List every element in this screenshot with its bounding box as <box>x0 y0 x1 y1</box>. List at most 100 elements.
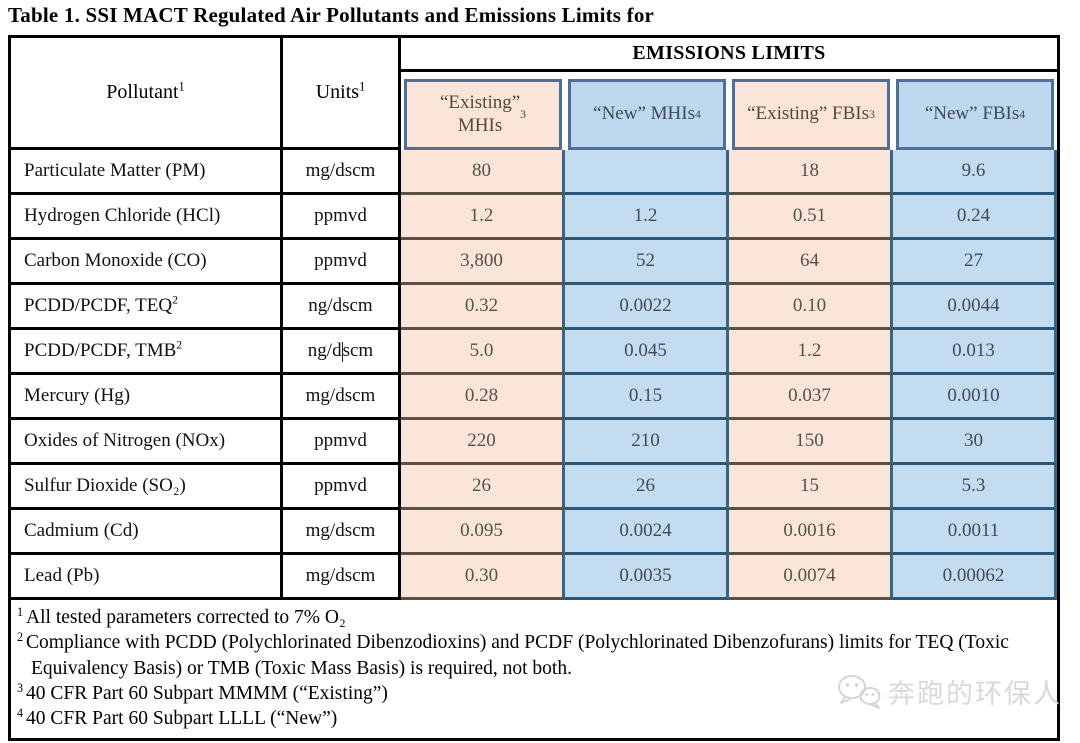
table-row: Oxides of Nitrogen (NOx) ppmvd 220 210 150 30 <box>11 420 1058 465</box>
subheader-box-new: “New” MHIs 4 <box>568 79 726 150</box>
pollutant-name: Hydrogen Chloride (HCl) <box>24 205 221 226</box>
value-cell: 9.6 <box>893 150 1058 195</box>
value-cell: 0.045 <box>565 330 729 375</box>
value-cell: 0.10 <box>729 285 893 330</box>
units-header-sup: 1 <box>359 79 366 94</box>
value-cell: 0.0022 <box>565 285 729 330</box>
pollutant-cell: Sulfur Dioxide (SO₂) <box>11 465 283 510</box>
units-cell: mg/dscm <box>283 510 401 555</box>
value-cell: 0.0074 <box>729 555 893 600</box>
pollutant-name: Cadmium (Cd) <box>24 520 139 541</box>
value-cell: 0.013 <box>893 330 1058 375</box>
subheader-cell-0: “Existing” MHIs 3 <box>401 72 565 150</box>
pollutant-name: Mercury (Hg) <box>24 385 131 406</box>
value-cell: 18 <box>729 150 893 195</box>
table-row: Particulate Matter (PM) mg/dscm 80 18 9.6 <box>11 150 1058 195</box>
value-cell: 0.0044 <box>893 285 1058 330</box>
footnote-1-text: All tested parameters corrected to 7% O₂ <box>26 607 346 628</box>
value-cell: 0.0016 <box>729 510 893 555</box>
value-cell: 220 <box>401 420 565 465</box>
pollutant-sup: 2 <box>176 338 183 352</box>
value-cell: 26 <box>565 465 729 510</box>
pollutant-cell: Mercury (Hg) <box>11 375 283 420</box>
pollutant-name: Sulfur Dioxide (SO₂) <box>24 475 186 496</box>
subheader-label: “Existing” FBIs <box>747 103 870 125</box>
text-cursor <box>341 341 343 362</box>
pollutant-cell: Oxides of Nitrogen (NOx) <box>11 420 283 465</box>
units-cell: ng/dscm <box>283 330 401 375</box>
footnote-1: 1 All tested parameters corrected to 7% O… <box>17 605 1047 630</box>
footnote-2-text: Compliance with PCDD (Polychlorinated Di… <box>26 632 1009 679</box>
table-row: Mercury (Hg) mg/dscm 0.28 0.15 0.037 0.0010 <box>11 375 1058 420</box>
table-row: Sulfur Dioxide (SO₂) ppmvd 26 26 15 5.3 <box>11 465 1058 510</box>
units-column-header: Units1 <box>283 38 401 150</box>
value-cell: 0.28 <box>401 375 565 420</box>
pollutant-name: Particulate Matter (PM) <box>24 160 206 181</box>
emissions-table: Pollutant1 Units1 EMISSIONS LIMITS “Exis… <box>8 35 1061 741</box>
value-cell: 3,800 <box>401 240 565 285</box>
value-cell: 5.3 <box>893 465 1058 510</box>
value-cell: 0.30 <box>401 555 565 600</box>
pollutant-name: PCDD/PCDF, TMB <box>24 340 177 361</box>
footnote-3-text: 40 CFR Part 60 Subpart MMMM (“Existing”) <box>26 683 388 705</box>
value-cell: 52 <box>565 240 729 285</box>
footnote-2-marker: 2 <box>17 629 24 644</box>
units-cell: ppmvd <box>283 240 401 285</box>
units-cell: ppmvd <box>283 195 401 240</box>
pollutant-column-header: Pollutant1 <box>11 38 283 150</box>
units-header-label: Units <box>315 81 360 103</box>
subheader-cell-3: “New” FBIs 4 <box>893 72 1058 150</box>
table-row: Hydrogen Chloride (HCl) ppmvd 1.2 1.2 0.51 0.… <box>11 195 1058 240</box>
pollutant-name: Lead (Pb) <box>24 565 100 586</box>
value-cell: 30 <box>893 420 1058 465</box>
footnote-3: 3 40 CFR Part 60 Subpart MMMM (“Existing”… <box>17 681 1047 706</box>
value-cell: 0.037 <box>729 375 893 420</box>
page-title: Table 1. SSI MACT Regulated Air Pollutan… <box>8 3 655 27</box>
pollutant-name: Oxides of Nitrogen (NOx) <box>24 430 226 451</box>
value-cell: 1.2 <box>401 195 565 240</box>
header-row: Pollutant1 Units1 EMISSIONS LIMITS <box>11 38 1058 150</box>
value-cell: 0.0035 <box>565 555 729 600</box>
value-cell: 5.0 <box>401 330 565 375</box>
footnote-4-text: 40 CFR Part 60 Subpart LLLL (“New”) <box>26 708 338 730</box>
pollutant-header-sup: 1 <box>178 79 185 94</box>
subheader-label: “New” FBIs <box>924 103 1020 125</box>
value-cell <box>565 150 729 195</box>
emissions-limits-header: EMISSIONS LIMITS <box>401 38 1058 72</box>
value-cell: 0.0010 <box>893 375 1058 420</box>
pollutant-cell: Cadmium (Cd) <box>11 510 283 555</box>
footnote-3-marker: 3 <box>17 680 24 695</box>
footnote-1-marker: 1 <box>17 604 24 619</box>
pollutant-cell: Hydrogen Chloride (HCl) <box>11 195 283 240</box>
value-cell: 0.51 <box>729 195 893 240</box>
subheader-row: “Existing” MHIs 3 “New” MHIs 4 “Existing” FB… <box>11 72 1058 150</box>
units-cell: ppmvd <box>283 420 401 465</box>
units-cell: mg/dscm <box>283 375 401 420</box>
subheader-box-existing: “Existing” MHIs 3 <box>404 79 562 150</box>
value-cell: 210 <box>565 420 729 465</box>
value-cell: 0.15 <box>565 375 729 420</box>
table-body: Particulate Matter (PM) mg/dscm 80 18 9.6 Hyd… <box>11 150 1058 600</box>
table-row: Lead (Pb) mg/dscm 0.30 0.0035 0.0074 0.00062 <box>11 555 1058 600</box>
subheader-label: “New” MHIs <box>593 103 695 125</box>
units-cell: ppmvd <box>283 465 401 510</box>
footnote-4-marker: 4 <box>17 705 24 720</box>
table-row: PCDD/PCDF, TEQ2 ng/dscm 0.32 0.0022 0.10 0.00… <box>11 285 1058 330</box>
value-cell: 64 <box>729 240 893 285</box>
footnotes-row: 1 All tested parameters corrected to 7% O… <box>11 600 1058 738</box>
units-cell: ng/dscm <box>283 285 401 330</box>
pollutant-name: PCDD/PCDF, TEQ <box>24 295 173 316</box>
value-cell: 15 <box>729 465 893 510</box>
pollutant-cell: Lead (Pb) <box>11 555 283 600</box>
value-cell: 0.0024 <box>565 510 729 555</box>
footnote-2: 2 Compliance with PCDD (Polychlorinated D… <box>17 630 1047 681</box>
subheader-box-new: “New” FBIs 4 <box>896 79 1055 150</box>
subheader-box-existing: “Existing” FBIs 3 <box>732 79 890 150</box>
table-row: Cadmium (Cd) mg/dscm 0.095 0.0024 0.0016 0.00… <box>11 510 1058 555</box>
value-cell: 27 <box>893 240 1058 285</box>
pollutant-cell: PCDD/PCDF, TEQ2 <box>11 285 283 330</box>
wechat-icon <box>838 674 881 709</box>
units-cell: mg/dscm <box>283 150 401 195</box>
footnotes-cell: 1 All tested parameters corrected to 7% O… <box>11 600 1058 738</box>
pollutant-header-label: Pollutant <box>106 81 179 103</box>
